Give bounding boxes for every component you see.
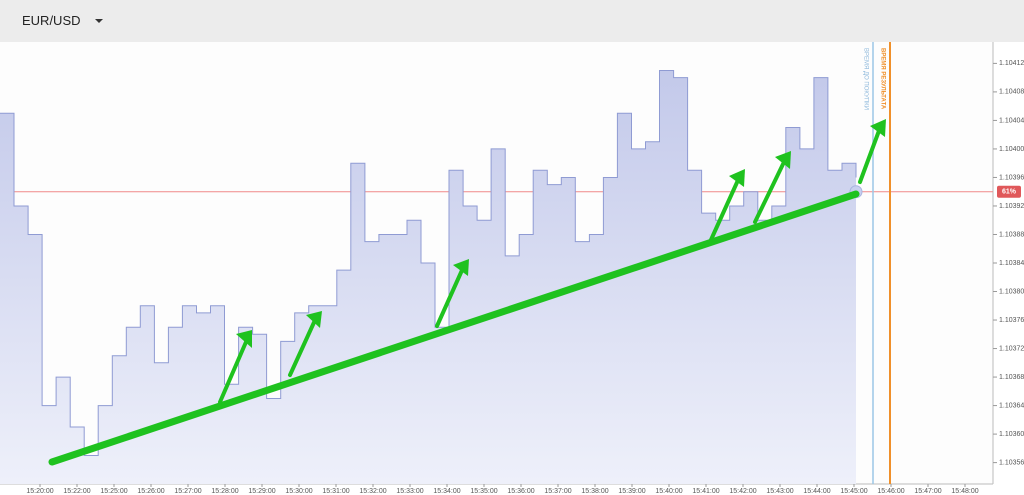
x-tick-label: 15:30:00 <box>285 488 312 495</box>
y-tick-label: 1.10404 <box>999 117 1024 124</box>
y-tick-label: 1.10372 <box>999 345 1024 352</box>
x-tick-label: 15:27:00 <box>174 488 201 495</box>
arrow <box>218 340 248 404</box>
annotations <box>48 119 886 466</box>
arrow-head <box>729 169 745 187</box>
y-tick-label: 1.10392 <box>999 203 1024 210</box>
x-tick-label: 15:44:00 <box>803 488 830 495</box>
x-tick-label: 15:43:00 <box>766 488 793 495</box>
arrow-head <box>453 259 469 276</box>
arrow-head <box>870 119 886 137</box>
x-tick-label: 15:32:00 <box>359 488 386 495</box>
price-badge <box>997 185 1021 198</box>
x-tick-label: 15:45:00 <box>840 488 867 495</box>
x-tick-label: 15:28:00 <box>211 488 238 495</box>
x-tick-label: 15:41:00 <box>692 488 719 495</box>
x-tick-label: 15:42:00 <box>729 488 756 495</box>
x-tick-label: 15:46:00 <box>877 488 904 495</box>
y-tick-label: 1.10380 <box>999 288 1024 295</box>
area <box>0 70 856 484</box>
x-tick-label: 15:40:00 <box>655 488 682 495</box>
x-tick-label: 15:33:00 <box>396 488 423 495</box>
x-tick-label: 15:36:00 <box>507 488 534 495</box>
dropdown-arrow[interactable] <box>95 19 103 27</box>
y-tick-label: 1.10412 <box>999 60 1024 67</box>
y-tick-label: 1.10400 <box>999 146 1024 153</box>
x-tick-label: 15:20:00 <box>26 488 53 495</box>
x-tick-label: 15:31:00 <box>322 488 349 495</box>
arrow-head <box>236 330 252 348</box>
trend-line <box>48 190 860 466</box>
price-badge-label: 61% <box>1002 189 1017 196</box>
arrow <box>435 266 465 328</box>
y-tick-label: 1.10408 <box>999 89 1024 96</box>
x-tick-label: 15:47:00 <box>914 488 941 495</box>
y-tick-label: 1.10364 <box>999 402 1024 409</box>
result-time-label: ВРЕМЯ РЕЗУЛЬТАТА <box>879 48 885 110</box>
arrow-head <box>775 151 791 169</box>
y-tick-label: 1.10388 <box>999 231 1024 238</box>
x-tick-label: 15:29:00 <box>248 488 275 495</box>
y-tick-label: 1.10384 <box>999 260 1024 267</box>
buy-time-label: ВРЕМЯ ДО ПОКУПКИ <box>862 48 868 110</box>
arrow <box>858 126 882 184</box>
arrow <box>708 176 741 244</box>
y-tick-label: 1.10368 <box>999 374 1024 381</box>
arrow <box>753 158 787 224</box>
x-tick-label: 15:48:00 <box>951 488 978 495</box>
x-tick-label: 15:39:00 <box>618 488 645 495</box>
symbol[interactable]: EUR/USD <box>22 13 81 28</box>
y-tick-label: 1.10376 <box>999 317 1024 324</box>
x-tick-label: 15:37:00 <box>544 488 571 495</box>
x-tick-label: 15:22:00 <box>63 488 90 495</box>
y-tick-label: 1.10356 <box>999 459 1024 466</box>
header: EUR/USD <box>0 0 1024 42</box>
arrow <box>288 316 318 377</box>
y-tick-label: 1.10360 <box>999 431 1024 438</box>
x-tick-label: 15:26:00 <box>137 488 164 495</box>
x-tick-label: 15:25:00 <box>100 488 127 495</box>
x-tick-label: 15:34:00 <box>433 488 460 495</box>
arrow-head <box>306 311 322 328</box>
price-line <box>0 70 857 456</box>
y-tick-label: 1.10396 <box>999 174 1024 181</box>
x-tick-label: 15:35:00 <box>470 488 497 495</box>
x-tick-label: 15:38:00 <box>581 488 608 495</box>
